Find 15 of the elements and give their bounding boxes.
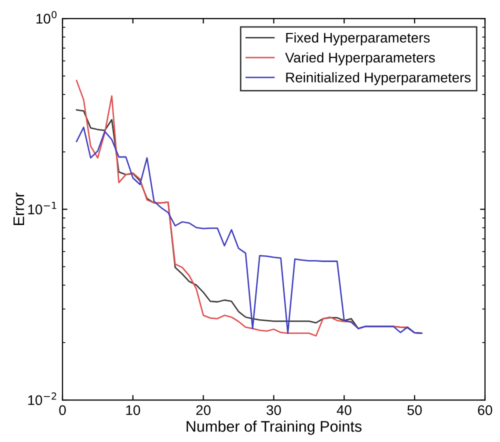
legend-label: Varied Hyperparameters [285, 52, 435, 66]
x-tick-label: 60 [478, 405, 492, 416]
x-tick-label: 0 [59, 405, 66, 416]
x-tick-label: 20 [196, 405, 211, 416]
x-axis-title: Number of Training Points [186, 420, 362, 435]
x-tick-label: 10 [126, 405, 140, 416]
legend-label: Reinitialized Hyperparameters [286, 72, 471, 86]
x-tick-label: 30 [266, 405, 281, 416]
legend-label: Fixed Hyperparameters [286, 32, 430, 46]
x-tick-label: 40 [336, 405, 352, 416]
x-tick-label: 50 [407, 405, 422, 416]
y-tick-label: 10$^{0}$ [36, 10, 57, 24]
y-tick-label: 10$^{−1}$ [28, 202, 56, 214]
y-tick-label: 10$^{−2}$ [28, 392, 56, 406]
y-axis-title: Error [14, 192, 24, 226]
